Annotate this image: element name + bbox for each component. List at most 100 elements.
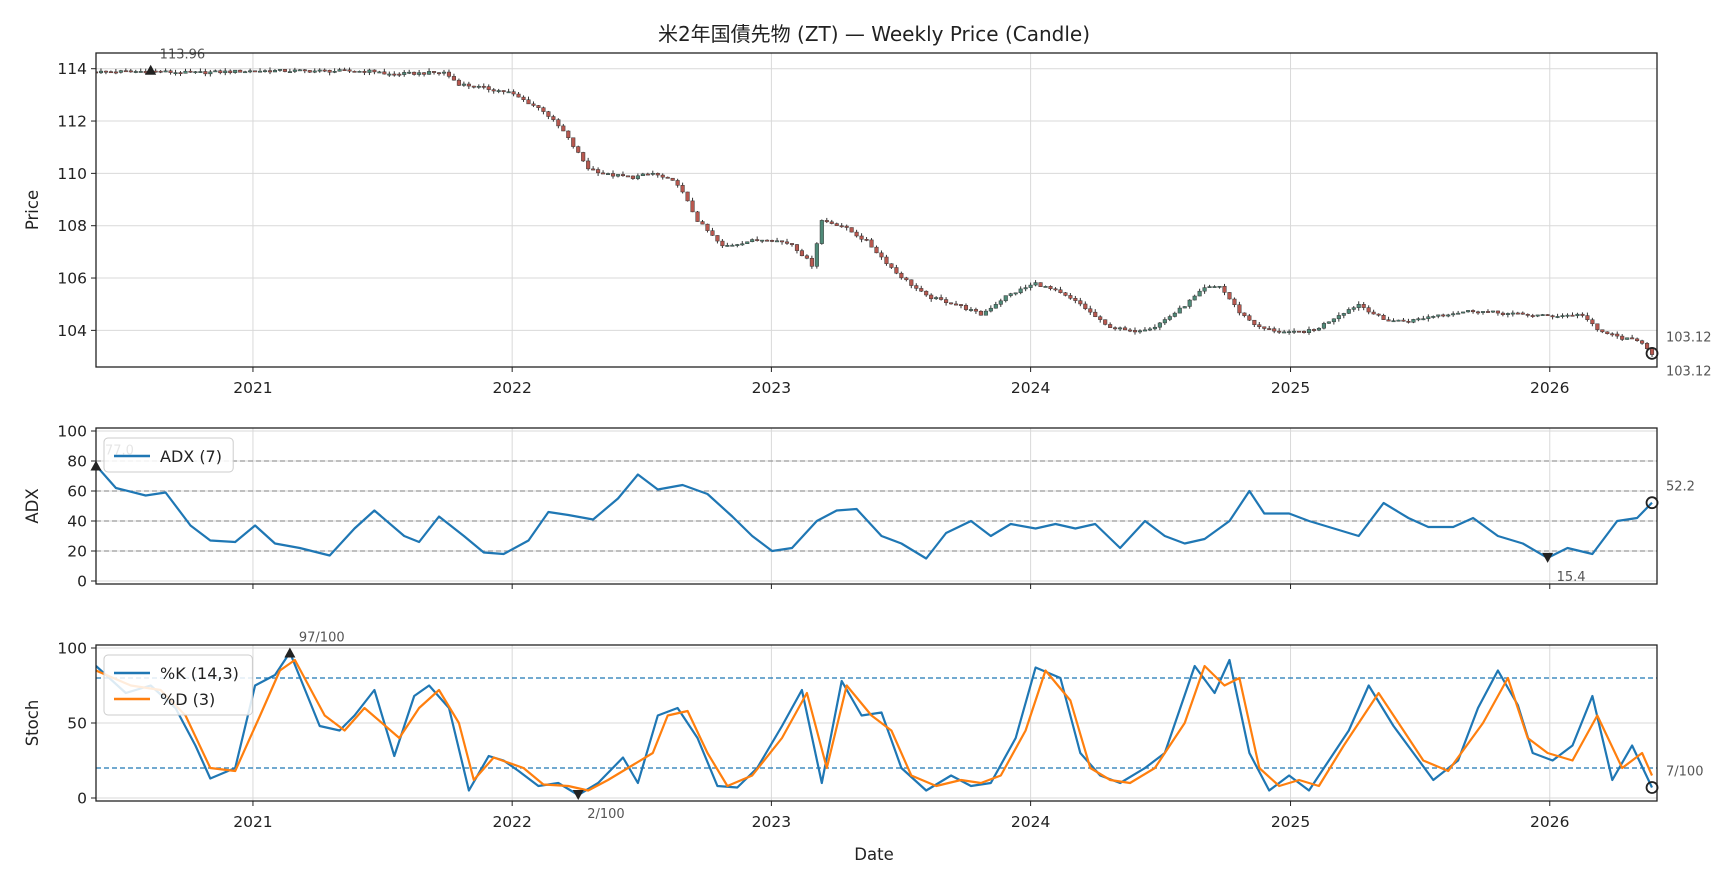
candle-body: [441, 71, 447, 74]
y-axis-label: Price: [23, 190, 42, 230]
candle-body: [1187, 299, 1192, 307]
candle-body: [1058, 289, 1063, 293]
candle-body: [188, 70, 193, 73]
chart-panels: 104 106 108 110 112 114 2021 2022 2023 2024 2025 20…: [23, 48, 1712, 831]
x-tick-label: 2024: [1011, 813, 1050, 831]
candle-body: [1456, 312, 1461, 315]
candle-body: [198, 71, 203, 73]
annotation-label: 52.2: [1666, 480, 1695, 495]
candle-body: [422, 72, 427, 75]
x-tick-label: 2026: [1530, 813, 1569, 831]
candle-body: [1366, 307, 1371, 313]
candle-body: [272, 70, 278, 73]
annotation-label: 2/100: [587, 807, 624, 822]
candle-body: [297, 69, 302, 72]
candle-body: [372, 69, 377, 73]
candle-body: [1649, 348, 1655, 355]
candle-body: [253, 70, 258, 73]
candle-body: [939, 297, 944, 300]
candle-body: [1118, 327, 1123, 330]
candle-body: [680, 185, 685, 193]
candle-body: [1625, 337, 1630, 340]
y-tick-label: 80: [67, 453, 87, 471]
candle-body: [1351, 307, 1356, 310]
candle-body: [282, 69, 287, 72]
candle-body: [1242, 312, 1247, 316]
x-tick-label: 2025: [1271, 813, 1310, 831]
candle-body: [446, 71, 452, 77]
candle-body: [1227, 292, 1232, 300]
candle-body: [859, 235, 864, 240]
candle-body: [581, 152, 586, 162]
candle-body: [1446, 314, 1451, 317]
axes-frame: [95, 52, 1658, 368]
candle-body: [625, 175, 630, 178]
candle-body: [1162, 319, 1167, 324]
candle-body: [988, 307, 993, 312]
candle-body: [163, 70, 168, 73]
candle-body: [1570, 314, 1575, 317]
candle-body: [1202, 287, 1207, 292]
candle-body: [770, 240, 775, 242]
candle-body: [824, 220, 829, 223]
candle-body: [834, 223, 839, 226]
candle-body: [1172, 312, 1177, 317]
candle-body: [1033, 282, 1038, 286]
candle-body: [889, 263, 894, 268]
y-axis-label: ADX: [23, 488, 42, 523]
candle-body: [1272, 328, 1277, 332]
y-tick-label: 104: [57, 322, 87, 340]
candle-body: [998, 300, 1003, 305]
candle-body: [357, 70, 362, 73]
candle-body: [382, 71, 387, 75]
candle-body: [1396, 319, 1401, 322]
candle-body: [1431, 316, 1436, 318]
candle-body: [451, 76, 456, 81]
candle-body: [804, 255, 809, 259]
candle-body: [934, 297, 939, 300]
candle-body: [1485, 311, 1491, 313]
candle-body: [571, 137, 576, 147]
candle-body: [1297, 330, 1302, 333]
y-tick-label: 108: [57, 217, 87, 235]
candle-body: [1073, 298, 1078, 301]
candle-body: [556, 119, 561, 127]
candle-body: [566, 130, 571, 139]
candle-body: [844, 225, 849, 228]
candle-body: [596, 169, 601, 174]
chart-title: 米2年国債先物 (ZT) — Weekly Price (Candle): [658, 22, 1090, 46]
candle-body: [710, 230, 715, 236]
candle-body: [615, 174, 621, 177]
y-tick-label: 112: [57, 113, 87, 131]
candle-body: [973, 309, 978, 312]
candle-body: [1480, 311, 1486, 313]
plot-area: [96, 67, 1655, 358]
candle-body: [1341, 313, 1346, 316]
candle-body: [1545, 314, 1550, 316]
y-axis-label: Stoch: [23, 700, 42, 747]
candle-body: [1471, 310, 1476, 313]
legend-label: %D (3): [160, 690, 215, 709]
candle-body: [526, 99, 531, 105]
candle-body: [178, 72, 183, 74]
candle-body: [1132, 330, 1138, 333]
candle-body: [750, 239, 755, 243]
candle-body: [784, 241, 790, 244]
legend-label: ADX (7): [160, 447, 222, 466]
candle-body: [1635, 338, 1640, 341]
candle-body: [1475, 311, 1481, 314]
y-tick-label: 0: [77, 573, 87, 591]
candle-body: [1361, 304, 1366, 308]
annotation-label: 113.96: [160, 48, 206, 63]
candle-body: [307, 70, 312, 73]
candle-body: [158, 70, 163, 73]
candle-body: [1053, 288, 1058, 291]
candle-body: [1555, 316, 1560, 318]
candle-body: [1426, 316, 1431, 319]
x-tick-label: 2024: [1011, 379, 1050, 397]
candle-body: [606, 173, 611, 175]
candle-body: [1147, 328, 1152, 331]
candle-body: [660, 174, 665, 178]
candle-body: [292, 69, 297, 72]
candle-body: [461, 83, 466, 86]
